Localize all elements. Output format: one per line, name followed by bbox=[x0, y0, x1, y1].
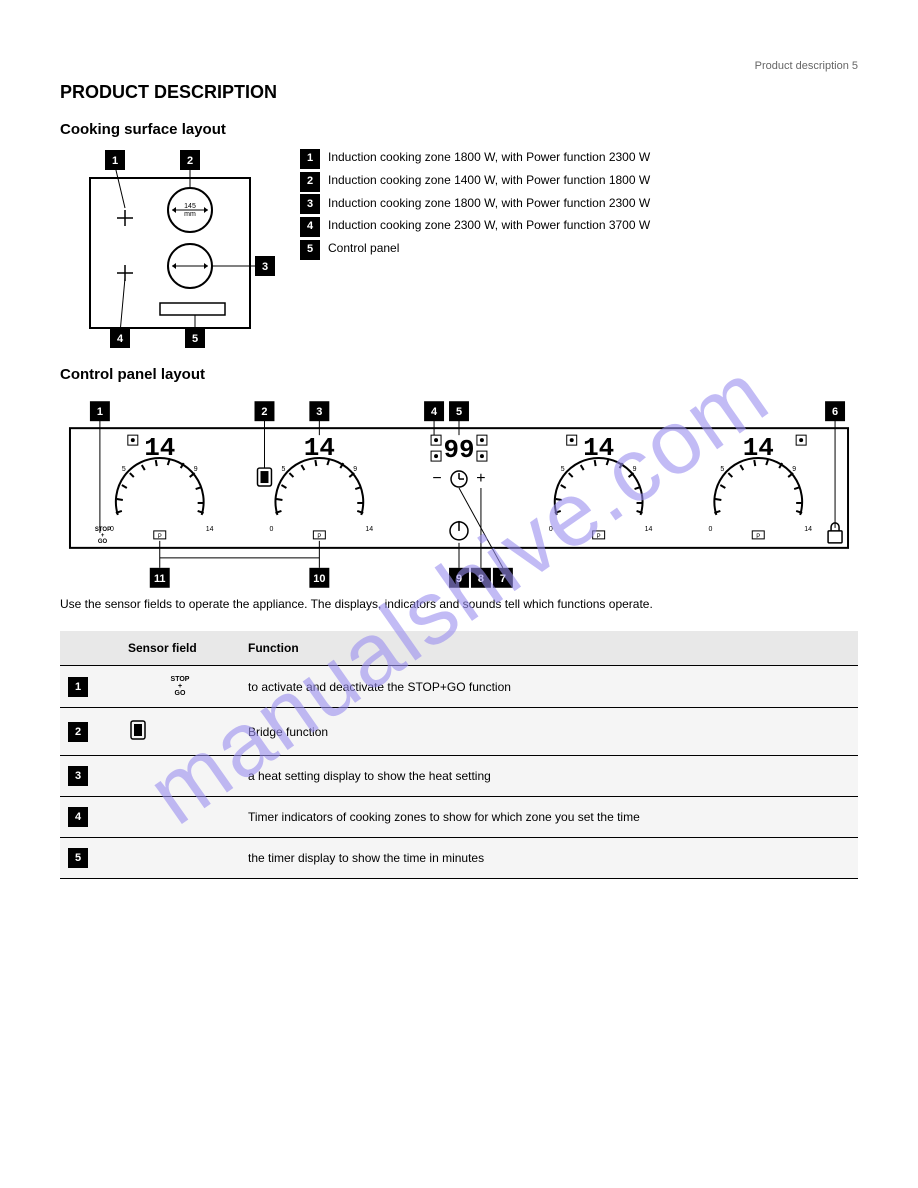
svg-text:0: 0 bbox=[270, 526, 274, 533]
svg-text:9: 9 bbox=[194, 466, 198, 473]
row-func-2: Bridge function bbox=[240, 708, 858, 756]
th-blank bbox=[60, 631, 120, 666]
table-row: 5 the timer display to show the time in … bbox=[60, 838, 858, 879]
th-function: Function bbox=[240, 631, 858, 666]
legend-row: 2 Induction cooking zone 1400 W, with Po… bbox=[300, 171, 858, 192]
svg-text:14: 14 bbox=[365, 526, 373, 533]
svg-text:GO: GO bbox=[98, 539, 108, 545]
legend-row: 3 Induction cooking zone 1800 W, with Po… bbox=[300, 194, 858, 215]
svg-text:P: P bbox=[317, 534, 321, 540]
control-panel-diagram: 0 5 9 14 P STOP + GO 14 bbox=[60, 393, 858, 593]
sensor-field-table: Sensor field Function 1 STOP+GO to activ… bbox=[60, 631, 858, 879]
svg-text:P: P bbox=[597, 534, 601, 540]
diameter-label-2: 145 bbox=[184, 203, 196, 210]
legend-text-3: Induction cooking zone 1800 W, with Powe… bbox=[328, 194, 650, 215]
svg-text:9: 9 bbox=[792, 466, 796, 473]
svg-text:P: P bbox=[756, 534, 760, 540]
svg-text:11: 11 bbox=[154, 573, 166, 585]
table-row: 1 STOP+GO to activate and deactivate the… bbox=[60, 666, 858, 708]
table-row: 4 Timer indicators of cooking zones to s… bbox=[60, 797, 858, 838]
svg-text:7: 7 bbox=[500, 573, 506, 585]
legend-row: 4 Induction cooking zone 2300 W, with Po… bbox=[300, 216, 858, 237]
svg-text:−: − bbox=[432, 470, 441, 487]
timer-display: 99 bbox=[443, 435, 474, 465]
svg-text:mm: mm bbox=[184, 211, 196, 218]
row-func-3: a heat setting display to show the heat … bbox=[240, 756, 858, 797]
svg-text:5: 5 bbox=[456, 406, 462, 418]
subsection-layout-title: Cooking surface layout bbox=[60, 121, 858, 138]
legend-text-5: Control panel bbox=[328, 239, 399, 260]
svg-text:3: 3 bbox=[316, 406, 322, 418]
table-row: 3 a heat setting display to show the hea… bbox=[60, 756, 858, 797]
heat-display-1: 14 bbox=[144, 433, 175, 463]
legend-row: 1 Induction cooking zone 1800 W, with Po… bbox=[300, 148, 858, 169]
legend-num-3: 3 bbox=[300, 194, 320, 214]
page-header: Product description 5 bbox=[60, 60, 858, 72]
svg-text:14: 14 bbox=[804, 526, 812, 533]
callout-1: 1 bbox=[112, 155, 118, 167]
lock-icon bbox=[828, 531, 842, 543]
panel-intro-text: Use the sensor fields to operate the app… bbox=[60, 597, 858, 611]
row-num-3: 3 bbox=[68, 766, 88, 786]
legend-num-1: 1 bbox=[300, 149, 320, 169]
callout-2: 2 bbox=[187, 155, 193, 167]
svg-text:8: 8 bbox=[478, 573, 484, 585]
svg-text:9: 9 bbox=[633, 466, 637, 473]
legend-text-4: Induction cooking zone 2300 W, with Powe… bbox=[328, 216, 650, 237]
row-func-4: Timer indicators of cooking zones to sho… bbox=[240, 797, 858, 838]
svg-text:5: 5 bbox=[281, 466, 285, 473]
svg-text:5: 5 bbox=[720, 466, 724, 473]
stopgo-icon: STOP+GO bbox=[128, 676, 232, 697]
heat-display-3: 14 bbox=[583, 433, 614, 463]
svg-text:14: 14 bbox=[206, 526, 214, 533]
svg-text:4: 4 bbox=[431, 406, 438, 418]
row-num-4: 4 bbox=[68, 807, 88, 827]
legend-num-5: 5 bbox=[300, 240, 320, 260]
svg-text:9: 9 bbox=[456, 573, 462, 585]
heat-display-4: 14 bbox=[743, 433, 774, 463]
legend-text-2: Induction cooking zone 1400 W, with Powe… bbox=[328, 171, 650, 192]
svg-text:+: + bbox=[476, 470, 485, 487]
svg-text:5: 5 bbox=[561, 466, 565, 473]
svg-text:1: 1 bbox=[97, 406, 103, 418]
svg-text:2: 2 bbox=[261, 406, 267, 418]
page-container: Product description 5 PRODUCT DESCRIPTIO… bbox=[0, 0, 918, 879]
row-func-1: to activate and deactivate the STOP+GO f… bbox=[240, 666, 858, 708]
svg-text:9: 9 bbox=[353, 466, 357, 473]
row-num-5: 5 bbox=[68, 848, 88, 868]
cooking-surface-diagram: 145 mm 1 2 bbox=[60, 148, 280, 348]
row-num-2: 2 bbox=[68, 722, 88, 742]
legend-text-1: Induction cooking zone 1800 W, with Powe… bbox=[328, 148, 650, 169]
bridge-icon bbox=[128, 731, 148, 745]
table-row: 2 Bridge function bbox=[60, 708, 858, 756]
svg-text:0: 0 bbox=[708, 526, 712, 533]
th-sensor: Sensor field bbox=[120, 631, 240, 666]
callout-4: 4 bbox=[117, 333, 124, 345]
layout-legend: 1 Induction cooking zone 1800 W, with Po… bbox=[300, 148, 858, 348]
svg-text:5: 5 bbox=[122, 466, 126, 473]
svg-text:10: 10 bbox=[313, 573, 325, 585]
row-func-5: the timer display to show the time in mi… bbox=[240, 838, 858, 879]
callout-3: 3 bbox=[262, 261, 268, 273]
section-title: PRODUCT DESCRIPTION bbox=[60, 82, 858, 103]
heat-display-2: 14 bbox=[304, 433, 335, 463]
callout-5: 5 bbox=[192, 333, 198, 345]
row-num-1: 1 bbox=[68, 677, 88, 697]
legend-num-4: 4 bbox=[300, 217, 320, 237]
svg-text:P: P bbox=[158, 534, 162, 540]
legend-row: 5 Control panel bbox=[300, 239, 858, 260]
svg-text:0: 0 bbox=[549, 526, 553, 533]
legend-num-2: 2 bbox=[300, 172, 320, 192]
svg-text:14: 14 bbox=[645, 526, 653, 533]
svg-text:6: 6 bbox=[832, 406, 838, 418]
subsection-panel-title: Control panel layout bbox=[60, 366, 858, 383]
